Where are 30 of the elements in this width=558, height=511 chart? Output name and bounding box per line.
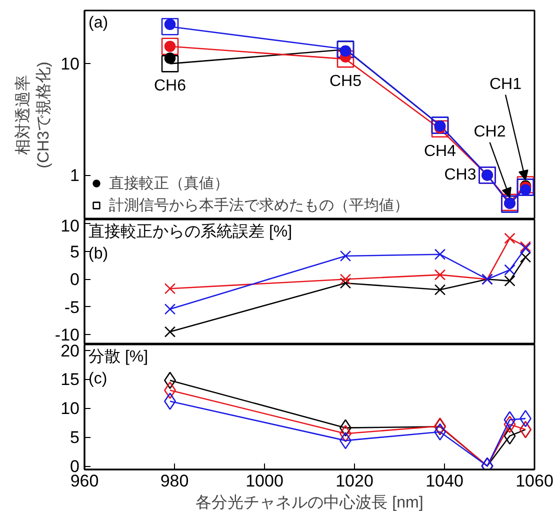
annotation: CH2 xyxy=(474,123,506,140)
x-tick-label: 960 xyxy=(70,472,99,490)
annotation: (c) xyxy=(88,370,108,388)
y-tick-label: 5 xyxy=(70,428,80,448)
annotation: CH3 xyxy=(444,166,476,184)
y-tick-label: 1 xyxy=(70,166,80,186)
y-tick-label: 10 xyxy=(60,399,80,418)
x-tick-label: 1040 xyxy=(426,472,464,490)
legend-label: 直接較正（真値） xyxy=(109,174,229,192)
y-tick-label: 0 xyxy=(70,270,80,290)
annotation: CH1 xyxy=(489,76,522,93)
legend-label: 計測信号から本手法で求めたもの（平均値） xyxy=(109,196,409,214)
y-axis-title: 相対透過率 (CH3で規格化) xyxy=(14,62,53,168)
annotation: 直接較正からの系統誤差 [%] xyxy=(88,222,292,240)
annotation: CH5 xyxy=(329,73,362,90)
y-tick-label: -5 xyxy=(64,298,80,317)
annotation: (b) xyxy=(88,246,108,262)
annotation: 分散 [%] xyxy=(88,348,148,366)
annotation: CH6 xyxy=(154,78,186,95)
y-tick-label: 15 xyxy=(60,370,80,390)
y-tick-label: 5 xyxy=(70,242,80,262)
y-tick-label: 10 xyxy=(60,54,80,74)
x-axis-title: 各分光チャネルの中心波長 [nm] xyxy=(196,494,424,511)
y-tick-label: 10 xyxy=(60,216,80,236)
x-tick-label: 1060 xyxy=(516,472,554,490)
annotation: (a) xyxy=(88,14,108,32)
x-tick-label: 1020 xyxy=(336,472,374,490)
x-tick-label: 980 xyxy=(160,472,189,490)
annotation: CH4 xyxy=(424,142,456,160)
x-tick-label: 1000 xyxy=(246,472,284,490)
